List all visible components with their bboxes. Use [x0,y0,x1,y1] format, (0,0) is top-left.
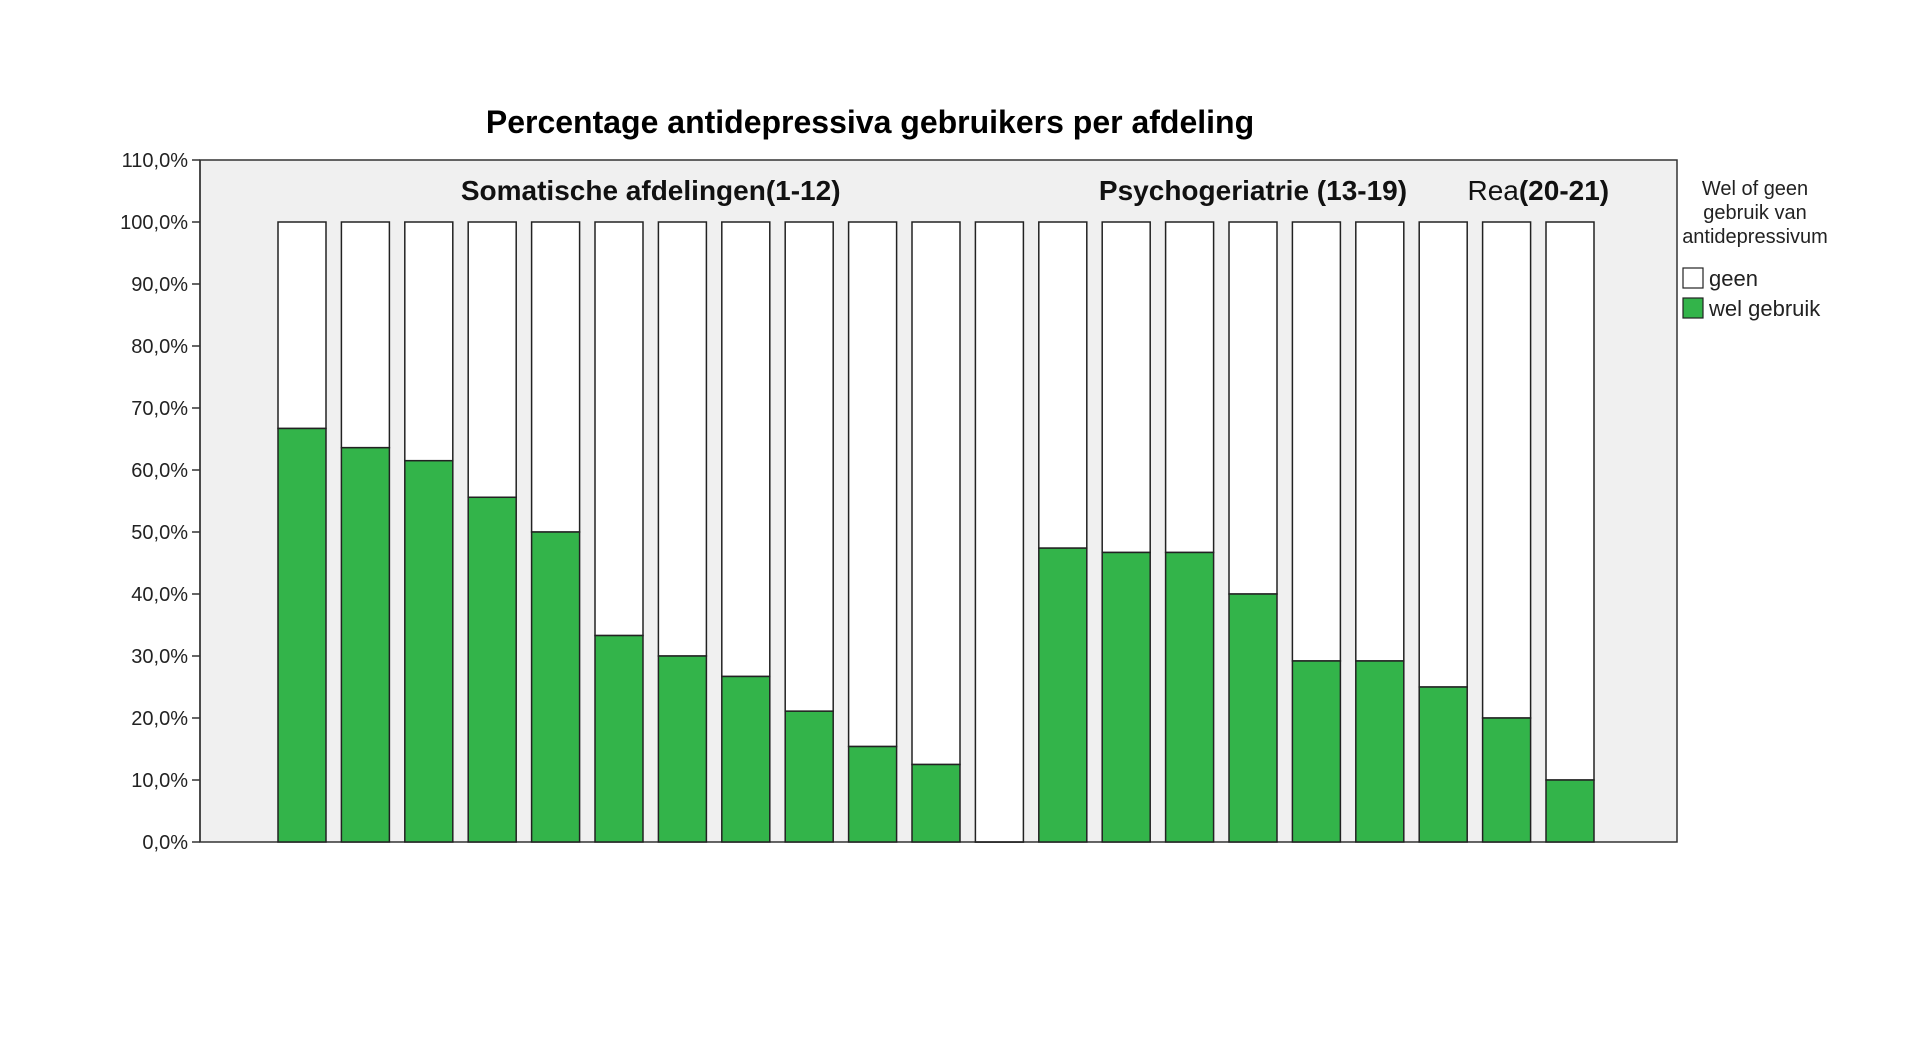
y-tick-label: 30,0% [131,646,188,668]
bar-geen-21 [1545,221,1595,781]
group-label-range: (20-21) [1519,175,1609,206]
bar-geen-17 [1291,221,1342,662]
y-tick-label: 10,0% [131,770,188,792]
legend-title-line-1: Wel of geen [1702,178,1808,200]
bar-geen-6 [594,221,644,637]
bar-geen-16 [1228,221,1278,595]
bar-geen-18 [1355,221,1405,662]
bar-wel-gebruik-15 [1164,551,1215,843]
legend-swatch-geen [1682,267,1704,289]
bars [277,221,1595,843]
bar-geen-20 [1481,221,1532,719]
bar-wel-gebruik-7 [657,655,708,843]
bar-wel-gebruik-6 [594,634,644,843]
y-tick-label: 0,0% [142,832,188,854]
bar-wel-gebruik-10 [847,745,898,843]
bar-geen-2 [340,221,391,449]
bar-geen-9 [784,221,834,712]
bar-geen-15 [1164,221,1215,554]
bar-geen-8 [721,221,771,678]
bar-geen-3 [404,221,454,462]
bar-geen-1 [277,221,327,430]
bar-wel-gebruik-20 [1481,717,1532,843]
legend-title-line-2: gebruik van [1703,202,1806,224]
legend-swatch-wel-gebruik [1682,297,1704,319]
y-tick-label: 110,0% [122,150,189,172]
bar-wel-gebruik-5 [530,531,581,843]
bar-wel-gebruik-16 [1228,593,1278,843]
bar-geen-7 [657,221,708,657]
bar-geen-13 [1038,221,1088,549]
bar-geen-19 [1418,221,1468,688]
y-axis: 0,0% 10,0% 20,0% 30,0% 40,0% 50,0% 60,0% 70,0% 8… [120,150,201,854]
y-tick-label: 90,0% [131,274,188,296]
bar-geen-5 [530,221,581,533]
group-label-0: Somatische afdelingen(1-12) [461,175,841,206]
bar-geen-4 [467,221,517,499]
bar-wel-gebruik-11 [911,763,961,843]
bar-geen-14 [1101,221,1151,554]
legend-label-wel-gebruik: wel gebruik [1708,296,1821,321]
group-labels: Somatische afdelingen(1-12) Psychogeriatr… [461,175,1609,206]
y-tick-label: 50,0% [131,522,188,544]
bar-wel-gebruik-1 [277,427,327,843]
y-tick-label: 40,0% [131,584,188,606]
bar-wel-gebruik-21 [1545,779,1595,843]
legend-label-geen: geen [1709,266,1758,291]
bar-wel-gebruik-14 [1101,551,1151,843]
bar-wel-gebruik-19 [1418,686,1468,843]
y-tick-label: 70,0% [131,398,188,420]
bar-wel-gebruik-4 [467,496,517,843]
y-tick-label: 20,0% [131,708,188,730]
bar-wel-gebruik-8 [721,675,771,843]
bar-wel-gebruik-18 [1355,660,1405,843]
group-label-2: Rea(20-21) [1467,175,1609,206]
chart-title: Percentage antidepressiva gebruikers per… [486,104,1254,140]
bar-geen-12 [974,221,1025,843]
bar-wel-gebruik-9 [784,710,834,843]
bar-wel-gebruik-2 [340,446,391,843]
legend-title-line-3: antidepressivum [1682,226,1828,248]
bar-geen-11 [911,221,961,766]
bar-wel-gebruik-3 [404,459,454,843]
y-tick-label: 100,0% [120,212,188,234]
legend: Wel of geen gebruik van antidepressivum … [1682,178,1828,321]
y-tick-label: 80,0% [131,336,188,358]
bar-wel-gebruik-17 [1291,660,1342,843]
y-tick-label: 60,0% [131,460,188,482]
bar-wel-gebruik-13 [1038,547,1088,843]
group-label-1: Psychogeriatrie (13-19) [1099,175,1407,206]
bar-geen-10 [847,221,898,748]
